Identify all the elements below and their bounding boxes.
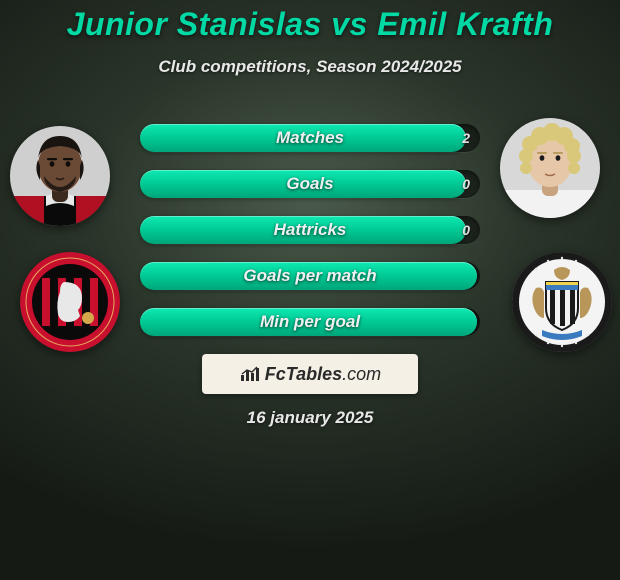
logo-text: FcTables.com xyxy=(265,364,381,385)
stat-bar-fill xyxy=(140,216,466,244)
stat-bar-fill xyxy=(140,170,466,198)
stat-bar: Min per goal xyxy=(140,308,480,336)
stat-bar-value: 0 xyxy=(462,176,470,192)
stat-bar-fill xyxy=(140,262,477,290)
stat-bar-fill xyxy=(140,124,466,152)
stat-bar: Matches2 xyxy=(140,124,480,152)
logo-text-main: FcTables xyxy=(265,364,342,384)
stat-bar: Goals0 xyxy=(140,170,480,198)
stat-bar: Goals per match xyxy=(140,262,480,290)
date-text: 16 january 2025 xyxy=(0,408,620,428)
club-right-badge-svg xyxy=(512,252,612,352)
player-left-avatar xyxy=(10,126,110,226)
club-right-badge xyxy=(512,252,612,352)
fctables-logo: FcTables.com xyxy=(202,354,418,394)
stat-bars: Matches2 Goals0 Hattricks0 Goals per match M… xyxy=(140,124,480,354)
stat-bar-value: 2 xyxy=(462,130,470,146)
logo-text-suffix: .com xyxy=(342,364,381,384)
stat-bar-fill xyxy=(140,308,477,336)
player-right-avatar xyxy=(500,118,600,218)
club-left-badge xyxy=(20,252,120,352)
club-left-badge-svg xyxy=(20,252,120,352)
comparison-card: Junior Stanislas vs Emil Krafth Club com… xyxy=(0,0,620,580)
stat-bar-value: 0 xyxy=(462,222,470,238)
subtitle: Club competitions, Season 2024/2025 xyxy=(0,57,620,77)
player-left-avatar-svg xyxy=(10,126,110,226)
stat-bar: Hattricks0 xyxy=(140,216,480,244)
bars-icon xyxy=(239,365,261,383)
page-title: Junior Stanislas vs Emil Krafth xyxy=(0,0,620,43)
player-right-avatar-svg xyxy=(500,118,600,218)
